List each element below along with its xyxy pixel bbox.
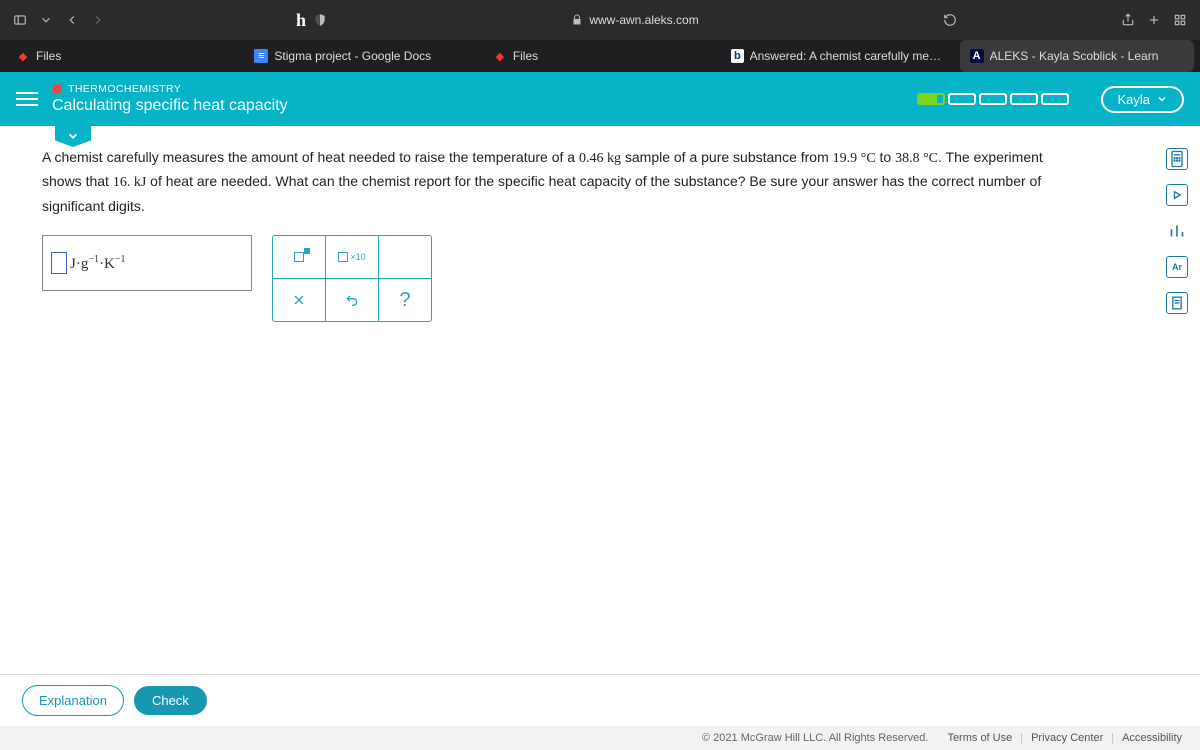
url-bar[interactable]: www-awn.aleks.com (334, 13, 936, 27)
sidebar-toggle-icon[interactable] (10, 10, 30, 30)
privacy-link[interactable]: Privacy Center (1031, 732, 1103, 744)
favicon-icon: A (970, 49, 984, 63)
favicon-icon: b (731, 49, 743, 63)
tab-strip: ◆ Files ≡ Stigma project - Google Docs ◆… (0, 40, 1200, 72)
calculator-button[interactable] (1166, 148, 1188, 170)
tab-label: Stigma project - Google Docs (274, 49, 431, 63)
nav-back-button[interactable] (62, 10, 82, 30)
keypad-exponent-button[interactable] (273, 236, 326, 278)
content-area: A chemist carefully measures the amount … (0, 126, 1200, 674)
honey-extension-icon[interactable]: h (296, 10, 306, 31)
reload-button[interactable] (940, 10, 960, 30)
keypad-empty-button[interactable] (379, 236, 431, 278)
right-rail: Ar (1166, 148, 1188, 314)
math-keypad: ×10 ? (272, 235, 432, 322)
shield-icon[interactable] (310, 10, 330, 30)
copyright-text: © 2021 McGraw Hill LLC. All Rights Reser… (702, 732, 928, 744)
topic-tag: THERMOCHEMISTRY (52, 83, 288, 95)
browser-chrome: h www-awn.aleks.com (0, 0, 1200, 40)
tab-label: ALEKS - Kayla Scoblick - Learn (990, 49, 1159, 63)
periodic-table-button[interactable]: Ar (1166, 256, 1188, 278)
chevron-down-icon[interactable] (36, 10, 56, 30)
legal-bar: © 2021 McGraw Hill LLC. All Rights Reser… (0, 726, 1200, 750)
favicon-icon: ≡ (254, 49, 268, 63)
accessibility-link[interactable]: Accessibility (1122, 732, 1182, 744)
progress-pip (979, 93, 1007, 105)
nav-forward-button[interactable] (88, 10, 108, 30)
tab-bartleby[interactable]: b Answered: A chemist carefully measure… (721, 40, 955, 72)
chevron-down-icon (1156, 93, 1168, 105)
explanation-button[interactable]: Explanation (22, 685, 124, 716)
reference-button[interactable] (1166, 292, 1188, 314)
video-button[interactable] (1166, 184, 1188, 206)
user-name: Kayla (1117, 92, 1150, 107)
tab-label: Files (513, 49, 538, 63)
data-table-button[interactable] (1166, 220, 1188, 242)
tab-files-2[interactable]: ◆ Files (483, 40, 717, 72)
progress-pip (1010, 93, 1038, 105)
progress-pip (917, 93, 945, 105)
footer-bar: Explanation Check (0, 674, 1200, 726)
keypad-undo-button[interactable] (326, 279, 379, 321)
topic-tag-label: THERMOCHEMISTRY (68, 83, 181, 95)
progress-pips (917, 93, 1069, 105)
tab-label: Files (36, 49, 61, 63)
terms-link[interactable]: Terms of Use (947, 732, 1012, 744)
units-text: J·g−1·K−1 (70, 254, 125, 273)
keypad-clear-button[interactable] (273, 279, 326, 321)
separator: | (1020, 732, 1023, 744)
record-dot-icon (52, 84, 62, 94)
share-icon[interactable] (1118, 10, 1138, 30)
topic-title: Calculating specific heat capacity (52, 97, 288, 115)
question-text: A chemist carefully measures the amount … (42, 146, 1082, 217)
tab-files-1[interactable]: ◆ Files (6, 40, 240, 72)
progress-pip (1041, 93, 1069, 105)
keypad-x10-button[interactable]: ×10 (326, 236, 379, 278)
numeric-blank[interactable] (51, 252, 67, 274)
favicon-icon: ◆ (493, 49, 507, 63)
new-tab-button[interactable] (1144, 10, 1164, 30)
menu-button[interactable] (16, 92, 38, 106)
tab-label: Answered: A chemist carefully measure… (750, 49, 946, 63)
progress-pip (948, 93, 976, 105)
tab-aleks[interactable]: A ALEKS - Kayla Scoblick - Learn (960, 40, 1194, 72)
aleks-page: THERMOCHEMISTRY Calculating specific hea… (0, 72, 1200, 750)
check-button[interactable]: Check (134, 686, 207, 715)
tab-stigma-doc[interactable]: ≡ Stigma project - Google Docs (244, 40, 478, 72)
favicon-icon: ◆ (16, 49, 30, 63)
answer-region: J·g−1·K−1 ×10 (42, 235, 1176, 322)
keypad-help-button[interactable]: ? (379, 279, 431, 321)
separator: | (1111, 732, 1114, 744)
answer-input-box[interactable]: J·g−1·K−1 (42, 235, 252, 291)
aleks-header: THERMOCHEMISTRY Calculating specific hea… (0, 72, 1200, 126)
user-menu[interactable]: Kayla (1101, 86, 1184, 113)
url-text: www-awn.aleks.com (589, 13, 698, 27)
tab-overview-button[interactable] (1170, 10, 1190, 30)
